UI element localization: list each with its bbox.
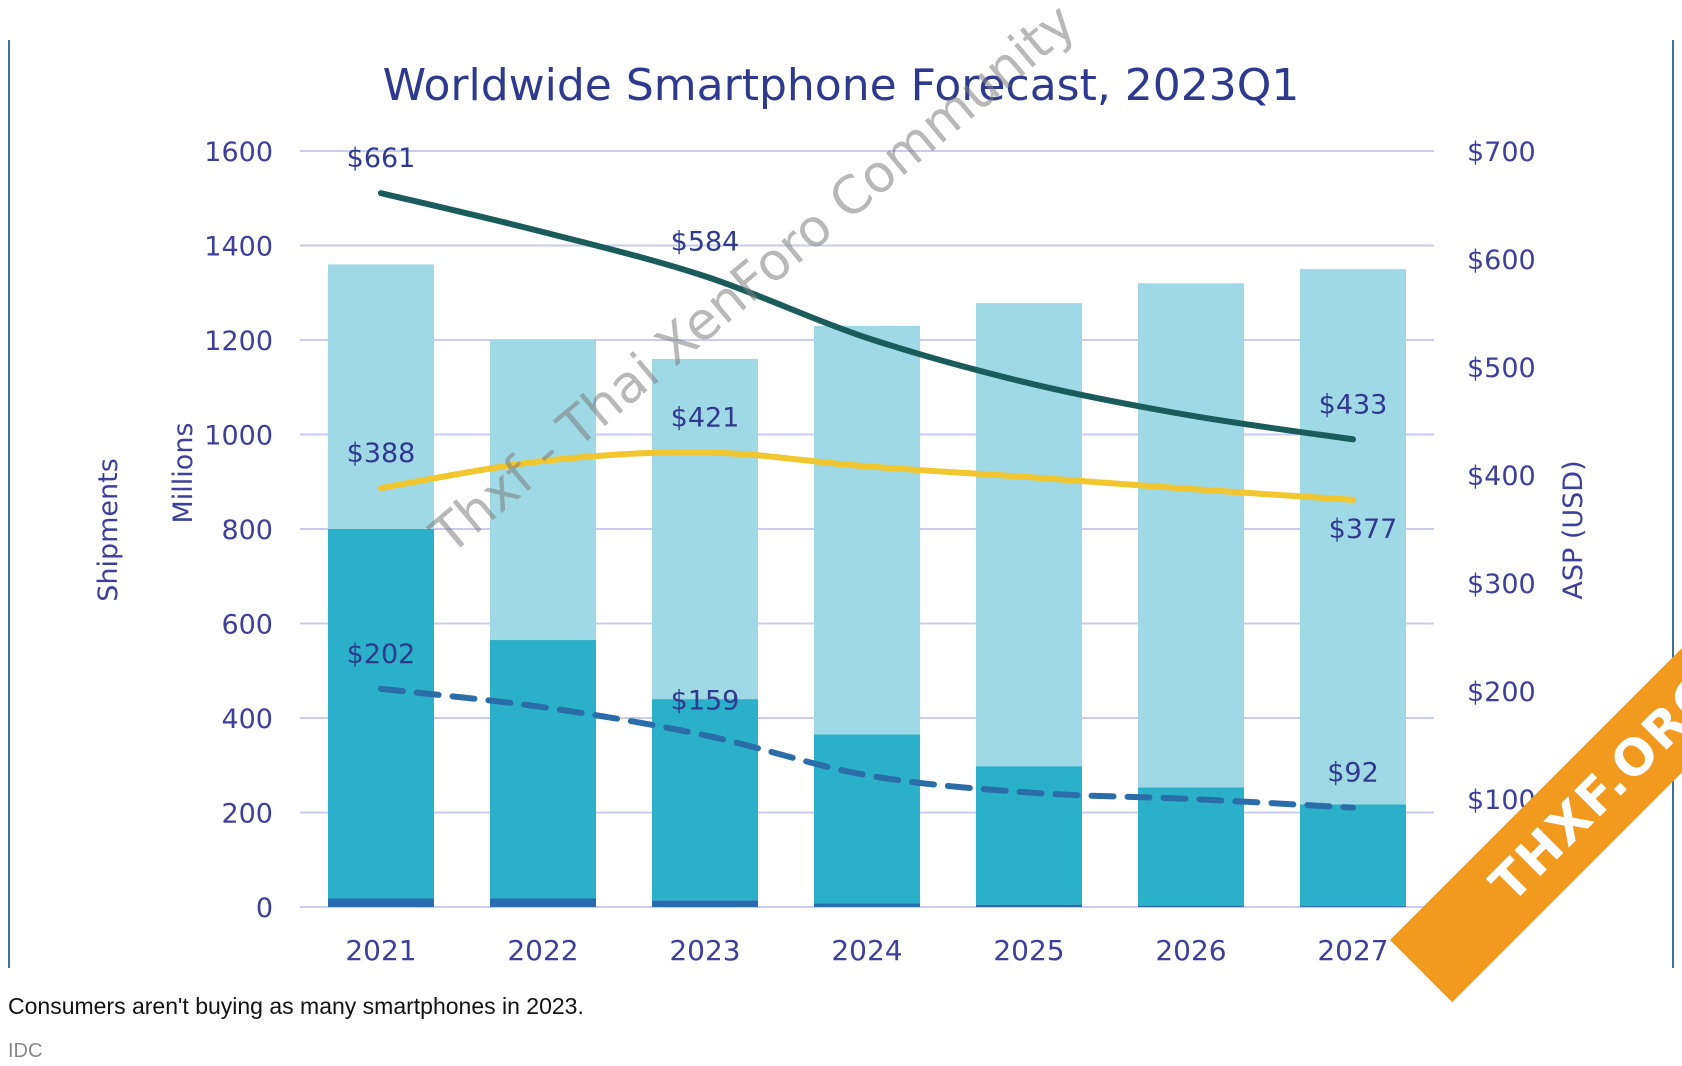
bar-segment-1 — [1138, 787, 1244, 906]
y-axis-label-right: ASP (USD) — [1558, 460, 1589, 599]
bar-segment-1 — [814, 734, 920, 904]
asp-line-1 — [378, 449, 1356, 503]
source-label: IDC — [8, 1040, 43, 1062]
bar-segment-1 — [1300, 804, 1406, 907]
x-tick-label: 2024 — [831, 934, 902, 967]
data-label: $377 — [1329, 514, 1398, 545]
y-tick-left: 1600 — [204, 137, 273, 168]
bar-segment-1 — [490, 640, 596, 899]
chart-frame — [8, 40, 1674, 968]
data-label: $584 — [671, 226, 740, 257]
bar-segment-1 — [328, 529, 434, 899]
bar-segment-0 — [328, 898, 434, 907]
asp-line-2 — [378, 685, 1356, 811]
bar-segment-0 — [1138, 905, 1244, 907]
y-tick-left: 600 — [221, 610, 273, 641]
y-tick-right: $200 — [1467, 677, 1536, 708]
bar-segment-0 — [976, 904, 1082, 907]
data-label: $421 — [671, 402, 740, 433]
chart-title: Worldwide Smartphone Forecast, 2023Q1 — [383, 60, 1300, 111]
y-tick-right: $400 — [1467, 461, 1536, 492]
y-tick-left: 400 — [221, 704, 273, 735]
y-tick-right: $500 — [1467, 353, 1536, 384]
x-tick-label: 2021 — [345, 934, 416, 967]
chart-caption: Consumers aren't buying as many smartpho… — [8, 993, 584, 1019]
y-tick-right: $300 — [1467, 569, 1536, 600]
y-axis-label-left-1: Shipments — [93, 458, 124, 602]
y-tick-left: 800 — [221, 515, 273, 546]
bar-segment-0 — [652, 900, 758, 907]
y-tick-right: $700 — [1467, 137, 1536, 168]
data-label: $202 — [347, 639, 416, 670]
bar-segment-2 — [490, 340, 596, 641]
y-tick-left: 1400 — [204, 232, 273, 263]
x-tick-label: 2027 — [1317, 934, 1388, 967]
data-label: $92 — [1327, 758, 1379, 789]
data-label: $433 — [1319, 389, 1388, 420]
asp-line-0 — [378, 190, 1356, 443]
bar-segment-2 — [652, 358, 758, 700]
bar-segment-2 — [328, 264, 434, 529]
bar-segment-0 — [1300, 906, 1406, 907]
data-label: $388 — [347, 438, 416, 469]
x-tick-label: 2022 — [507, 934, 578, 967]
y-tick-left: 200 — [221, 799, 273, 830]
bar-segment-0 — [814, 903, 920, 907]
data-label: $159 — [671, 685, 740, 716]
y-axis-label-left-2: Millions — [168, 423, 199, 524]
y-tick-left: 1200 — [204, 326, 273, 357]
data-label: $661 — [347, 143, 416, 174]
y-tick-left: 0 — [256, 893, 273, 924]
x-tick-label: 2026 — [1155, 934, 1226, 967]
y-tick-left: 1000 — [204, 421, 273, 452]
bar-segment-2 — [1138, 283, 1244, 788]
bar-segment-2 — [814, 325, 920, 735]
bar-segment-2 — [1300, 269, 1406, 805]
x-tick-label: 2025 — [993, 934, 1064, 967]
y-tick-right: $600 — [1467, 245, 1536, 276]
bar-segment-0 — [490, 898, 596, 907]
x-tick-label: 2023 — [669, 934, 740, 967]
